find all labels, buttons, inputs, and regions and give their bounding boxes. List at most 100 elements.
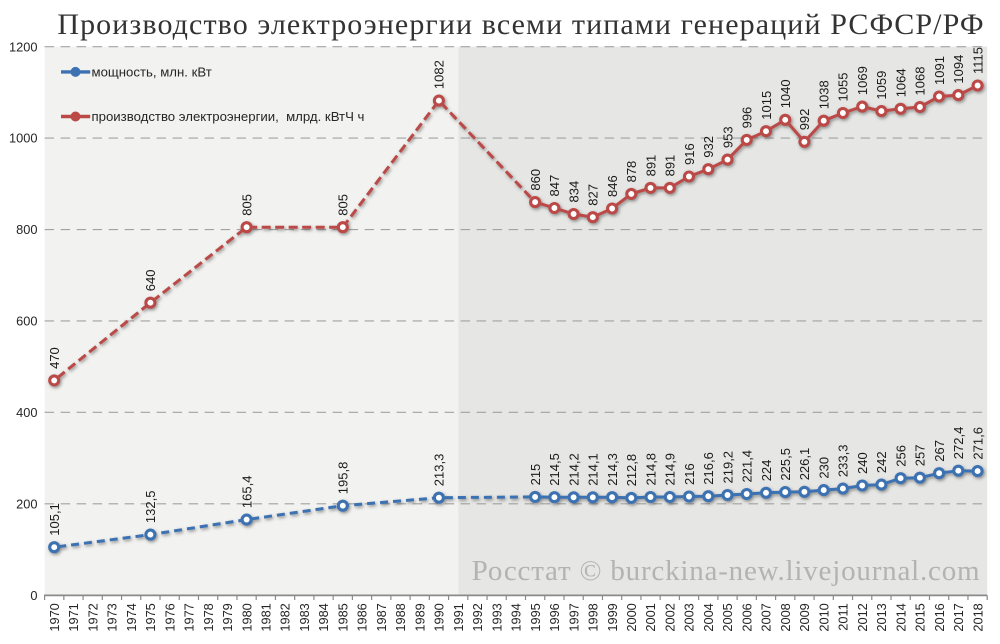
svg-text:805: 805 <box>336 194 351 216</box>
svg-text:1000: 1000 <box>9 131 37 146</box>
svg-text:271,6: 271,6 <box>970 427 985 460</box>
svg-text:226,1: 226,1 <box>797 448 812 481</box>
svg-text:1985: 1985 <box>336 603 351 631</box>
svg-text:0: 0 <box>30 588 37 603</box>
svg-text:105,1: 105,1 <box>47 503 62 536</box>
svg-text:805: 805 <box>239 194 254 216</box>
svg-text:1970: 1970 <box>47 603 62 631</box>
svg-text:2007: 2007 <box>759 603 774 631</box>
svg-text:1990: 1990 <box>432 603 447 631</box>
svg-text:219,2: 219,2 <box>720 451 735 484</box>
svg-text:1040: 1040 <box>778 79 793 108</box>
svg-text:165,4: 165,4 <box>239 476 254 509</box>
svg-text:470: 470 <box>47 347 62 369</box>
svg-text:2003: 2003 <box>682 603 697 631</box>
svg-text:1993: 1993 <box>489 603 504 631</box>
svg-text:891: 891 <box>663 155 678 177</box>
svg-text:216: 216 <box>682 463 697 485</box>
svg-text:996: 996 <box>740 107 755 129</box>
svg-text:2016: 2016 <box>932 603 947 631</box>
svg-text:213,3: 213,3 <box>432 454 447 487</box>
svg-text:2005: 2005 <box>720 603 735 631</box>
svg-text:1981: 1981 <box>259 603 274 631</box>
svg-text:214,1: 214,1 <box>586 453 601 486</box>
svg-text:1987: 1987 <box>374 603 389 631</box>
svg-text:2000: 2000 <box>624 603 639 631</box>
svg-text:214,8: 214,8 <box>643 453 658 486</box>
svg-text:1982: 1982 <box>278 603 293 631</box>
svg-text:932: 932 <box>701 136 716 158</box>
svg-text:846: 846 <box>605 175 620 197</box>
svg-text:2008: 2008 <box>778 603 793 631</box>
svg-text:1971: 1971 <box>66 603 81 631</box>
svg-text:953: 953 <box>720 126 735 148</box>
svg-text:847: 847 <box>547 175 562 197</box>
svg-text:242: 242 <box>874 451 889 473</box>
svg-text:827: 827 <box>586 184 601 206</box>
svg-text:1200: 1200 <box>9 39 37 54</box>
svg-text:2006: 2006 <box>739 603 754 631</box>
svg-text:1091: 1091 <box>932 56 947 85</box>
svg-text:240: 240 <box>855 452 870 474</box>
svg-text:1989: 1989 <box>412 603 427 631</box>
svg-text:215: 215 <box>528 464 543 486</box>
svg-text:1978: 1978 <box>201 603 216 631</box>
svg-text:1973: 1973 <box>105 603 120 631</box>
svg-text:212,8: 212,8 <box>624 454 639 487</box>
svg-text:2009: 2009 <box>797 603 812 631</box>
svg-text:1055: 1055 <box>836 73 851 102</box>
svg-text:1064: 1064 <box>893 68 908 97</box>
svg-text:600: 600 <box>16 314 37 329</box>
svg-text:1976: 1976 <box>162 603 177 631</box>
svg-text:214,2: 214,2 <box>566 453 581 486</box>
svg-text:214,9: 214,9 <box>663 453 678 486</box>
svg-text:200: 200 <box>16 496 37 511</box>
svg-text:1997: 1997 <box>566 603 581 631</box>
svg-text:2014: 2014 <box>893 603 908 631</box>
svg-text:860: 860 <box>528 169 543 191</box>
svg-text:2017: 2017 <box>951 603 966 631</box>
svg-text:1980: 1980 <box>239 603 254 631</box>
svg-text:214,3: 214,3 <box>605 453 620 486</box>
svg-text:878: 878 <box>624 161 639 183</box>
svg-text:216,6: 216,6 <box>701 452 716 485</box>
svg-text:891: 891 <box>643 155 658 177</box>
svg-text:230: 230 <box>817 457 832 479</box>
svg-text:1015: 1015 <box>759 91 774 120</box>
svg-text:256: 256 <box>893 445 908 467</box>
svg-text:2004: 2004 <box>701 603 716 631</box>
svg-text:1059: 1059 <box>874 71 889 100</box>
svg-text:916: 916 <box>682 143 697 165</box>
svg-text:267: 267 <box>932 440 947 462</box>
svg-text:Росстат © burckina-new.livejou: Росстат © burckina-new.livejournal.com <box>472 555 981 587</box>
svg-text:1094: 1094 <box>951 55 966 84</box>
svg-text:1115: 1115 <box>970 47 985 74</box>
svg-text:2002: 2002 <box>663 603 678 631</box>
svg-text:1977: 1977 <box>182 603 197 631</box>
svg-text:2013: 2013 <box>874 603 889 631</box>
svg-text:640: 640 <box>143 269 158 291</box>
svg-text:1082: 1082 <box>432 60 447 89</box>
svg-text:214,5: 214,5 <box>547 453 562 486</box>
svg-text:224: 224 <box>759 460 774 482</box>
svg-text:2015: 2015 <box>913 603 928 631</box>
svg-text:2018: 2018 <box>970 603 985 631</box>
svg-text:Производство электроэнергии вс: Производство электроэнергии всеми типами… <box>57 8 984 41</box>
svg-text:1972: 1972 <box>85 603 100 631</box>
svg-text:1991: 1991 <box>451 603 466 631</box>
svg-text:1999: 1999 <box>605 603 620 631</box>
svg-text:272,4: 272,4 <box>951 427 966 460</box>
svg-text:1069: 1069 <box>855 66 870 95</box>
svg-text:мощность, млн. кВт: мощность, млн. кВт <box>92 65 212 80</box>
svg-text:233,3: 233,3 <box>836 445 851 478</box>
svg-text:2011: 2011 <box>836 603 851 631</box>
svg-text:2012: 2012 <box>855 603 870 631</box>
svg-text:1996: 1996 <box>547 603 562 631</box>
svg-text:1986: 1986 <box>355 603 370 631</box>
svg-text:1975: 1975 <box>143 603 158 631</box>
svg-text:800: 800 <box>16 222 37 237</box>
svg-text:195,8: 195,8 <box>336 462 351 495</box>
svg-text:257: 257 <box>913 444 928 466</box>
svg-text:1038: 1038 <box>817 80 832 109</box>
svg-text:834: 834 <box>566 181 581 203</box>
